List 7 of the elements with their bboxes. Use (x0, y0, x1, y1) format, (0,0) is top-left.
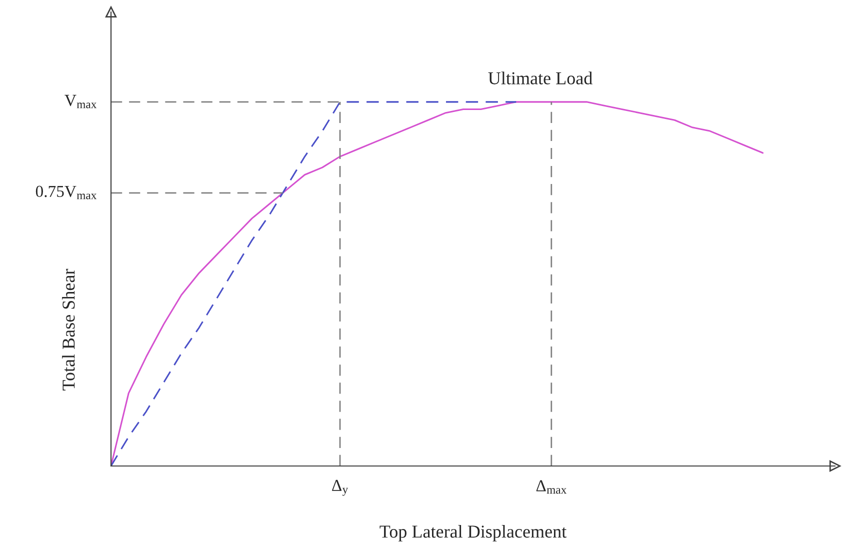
ref-line-label: V$_{max}$ (64, 94, 97, 108)
x-tick-label: Δ$_{y}$ (332, 480, 348, 496)
ref-line-label: 0.75V$_{max}$ (36, 186, 97, 200)
x-axis-title: Top Lateral Displacement (380, 525, 567, 542)
annotation: Ultimate Load (488, 72, 592, 84)
y-axis-title: Total Base Shear (62, 268, 75, 391)
x-tick-label: Δ$_{max}$ (536, 480, 567, 494)
